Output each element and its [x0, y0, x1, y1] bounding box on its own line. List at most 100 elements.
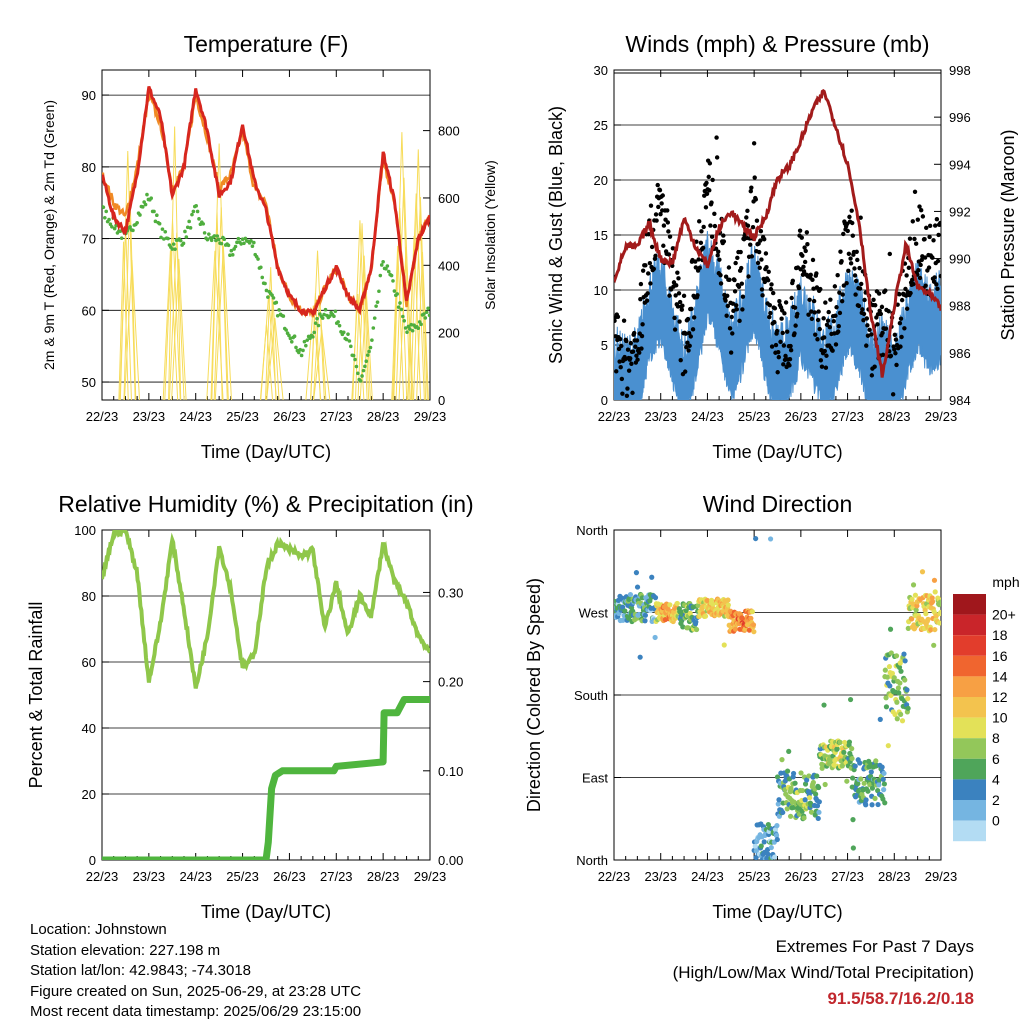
gust-point	[658, 211, 663, 217]
legend-label: 14	[992, 668, 1008, 684]
dewpoint-point	[299, 353, 304, 358]
gust-point	[787, 363, 792, 368]
gust-point	[614, 318, 617, 323]
direction-point	[938, 609, 941, 616]
dewpoint-point	[416, 326, 421, 331]
gust-point	[840, 292, 845, 297]
gust-point	[816, 309, 821, 314]
dewpoint-point	[128, 225, 132, 229]
dewpoint-point	[249, 239, 253, 243]
dewpoint-point	[297, 350, 301, 355]
direction-point	[813, 791, 819, 797]
y-tick-label: 25	[594, 118, 608, 133]
solar-line	[305, 305, 322, 400]
dewpoint-point	[323, 307, 328, 312]
y-tick-label: 10	[594, 283, 608, 298]
gust-point	[621, 318, 627, 323]
direction-point	[891, 675, 897, 681]
gust-point	[861, 318, 866, 323]
location-text: Location: Johnstown	[30, 921, 167, 938]
direction-point	[909, 596, 915, 602]
gust-point	[814, 271, 819, 276]
direction-point	[932, 589, 938, 595]
direction-point	[931, 577, 938, 583]
gust-point	[887, 251, 893, 257]
legend-label: 0	[992, 813, 1000, 829]
x-axis-label: Time (Day/UTC)	[201, 442, 331, 462]
direction-point	[863, 797, 869, 803]
gust-point	[938, 220, 941, 226]
gust-point	[797, 228, 803, 233]
gust-point	[822, 335, 827, 340]
legend-label: 4	[992, 771, 1000, 787]
gust-point	[852, 273, 858, 278]
gust-point	[619, 343, 624, 349]
dewpoint-point	[216, 237, 221, 242]
gust-point	[922, 255, 928, 260]
x-tick-label: 27/23	[320, 409, 353, 424]
gust-point	[745, 223, 751, 228]
direction-point	[695, 602, 701, 609]
gust-point	[725, 293, 730, 298]
gust-point	[935, 258, 941, 264]
gust-point	[904, 306, 910, 311]
direction-point	[822, 781, 828, 788]
gust-point	[892, 332, 898, 338]
gust-point	[846, 251, 852, 256]
gust-point	[709, 200, 714, 205]
gust-point	[655, 182, 660, 188]
panel-1: Temperature (F) Time (Day/UTC) 22/23 23/23 2…	[41, 31, 498, 462]
direction-point	[834, 746, 840, 752]
dewpoint-point	[153, 219, 158, 224]
gust-point	[769, 282, 774, 287]
direction-point	[868, 769, 874, 775]
x-tick-label: 25/23	[226, 869, 259, 884]
dewpoint-point	[346, 332, 350, 336]
dewpoint-point	[281, 314, 286, 318]
direction-point	[773, 832, 780, 839]
dewpoint-point	[302, 339, 307, 344]
gust-point	[865, 323, 870, 328]
gust-point	[735, 255, 740, 261]
direction-point	[637, 654, 643, 660]
panel-title: Winds (mph) & Pressure (mb)	[625, 31, 929, 57]
dewpoint-point	[301, 348, 305, 353]
y-tick-label: 0.10	[438, 764, 463, 779]
gust-point	[912, 236, 917, 242]
gust-point	[723, 298, 728, 303]
direction-point	[652, 595, 659, 601]
x-tick-label: 26/23	[785, 409, 818, 424]
gust-point	[712, 211, 717, 216]
gust-point	[708, 223, 713, 228]
gust-point	[675, 270, 680, 275]
gust-point	[748, 189, 753, 194]
x-tick-label: 25/23	[738, 869, 771, 884]
dewpoint-point	[327, 314, 332, 318]
pressure-line	[614, 89, 941, 378]
y-tick-label: 992	[949, 204, 971, 219]
gust-point	[824, 353, 829, 358]
gust-point	[647, 260, 653, 266]
dewpoint-point	[252, 240, 256, 245]
direction-point	[799, 808, 805, 814]
gust-point	[920, 214, 926, 219]
x-tick-label: 26/23	[785, 869, 818, 884]
gust-point	[893, 351, 898, 356]
gust-point	[779, 316, 784, 321]
gust-point	[700, 245, 706, 251]
solar-line	[407, 193, 425, 400]
gust-point	[787, 357, 793, 362]
legend-label: 8	[992, 730, 1000, 746]
gust-point	[825, 318, 831, 323]
gust-point	[799, 235, 804, 240]
gust-point	[855, 257, 860, 263]
direction-point	[912, 592, 919, 598]
y-tick-label: 984	[949, 393, 971, 408]
gust-point	[839, 258, 844, 264]
gust-point	[667, 293, 672, 298]
dewpoint-point	[406, 324, 411, 329]
gust-point	[872, 364, 877, 369]
direction-point	[693, 626, 700, 633]
gust-point	[841, 231, 846, 237]
dewpoint-point	[233, 244, 238, 249]
